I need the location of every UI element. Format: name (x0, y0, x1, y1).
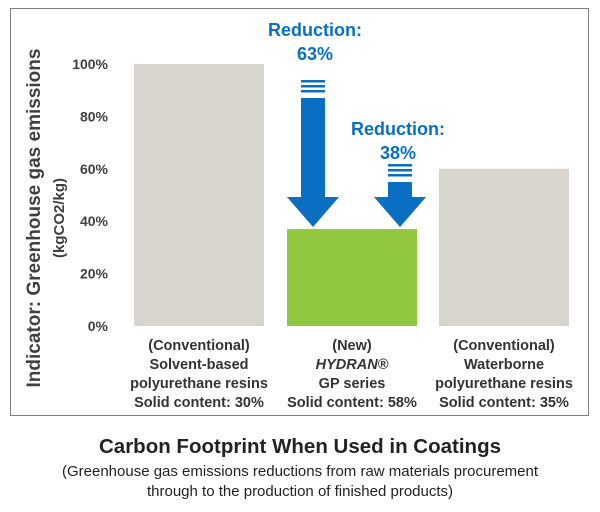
reduction-arrow-stripe (301, 85, 325, 88)
category-label-line: (Conventional) (453, 338, 555, 354)
y-axis-unit: (kgCO2/kg) (51, 178, 68, 258)
y-tick-label: 40% (80, 213, 109, 229)
caption-subtitle: (Greenhouse gas emissions reductions fro… (0, 462, 600, 502)
caption-subtitle-line1: (Greenhouse gas emissions reductions fro… (61, 463, 539, 480)
category-label-line: Waterborne (464, 357, 544, 373)
reduction-label: Reduction: (268, 20, 362, 40)
category-label-line: (Conventional) (148, 338, 250, 354)
category-label-line: Solvent-based (149, 357, 248, 373)
y-tick-label: 60% (80, 161, 109, 177)
reduction-arrow-1 (287, 98, 339, 228)
bar-3 (439, 168, 569, 326)
reduction-label: 38% (380, 143, 416, 163)
caption-subtitle-line2: through to the production of finished pr… (146, 483, 454, 500)
caption-title: Carbon Footprint When Used in Coatings (98, 435, 501, 458)
reduction-label: Reduction: (351, 119, 445, 139)
category-label-line: Solid content: 58% (287, 395, 417, 411)
reduction-arrow-stripe (388, 169, 412, 172)
y-tick-label: 0% (88, 318, 109, 334)
category-label-line: HYDRAN® (316, 357, 389, 373)
chart-svg: Indicator: Greenhouse gas emissions (kgCO… (24, 20, 573, 411)
reduction-arrow-stripe (301, 80, 325, 83)
reduction-arrow-stripe (388, 174, 412, 177)
y-axis-title: Indicator: Greenhouse gas emissions (24, 49, 45, 388)
category-label-line: GP series (319, 376, 386, 392)
chart-frame (10, 8, 589, 416)
category-label-line: (New) (332, 338, 372, 354)
category-label-line: Solid content: 30% (134, 395, 264, 411)
category-label-line: polyurethane resins (130, 376, 268, 392)
reduction-arrow-2 (374, 182, 426, 228)
y-tick-label: 80% (80, 108, 109, 124)
y-tick-label: 20% (80, 266, 109, 282)
category-label-line: polyurethane resins (435, 376, 573, 392)
y-tick-label: 100% (72, 56, 108, 72)
reduction-arrow-stripe (301, 90, 325, 93)
reduction-arrow-stripe (388, 164, 412, 167)
reduction-label: 63% (297, 44, 333, 64)
bar-2 (287, 229, 417, 326)
category-label-line: Solid content: 35% (439, 395, 569, 411)
bar-1 (134, 64, 264, 326)
